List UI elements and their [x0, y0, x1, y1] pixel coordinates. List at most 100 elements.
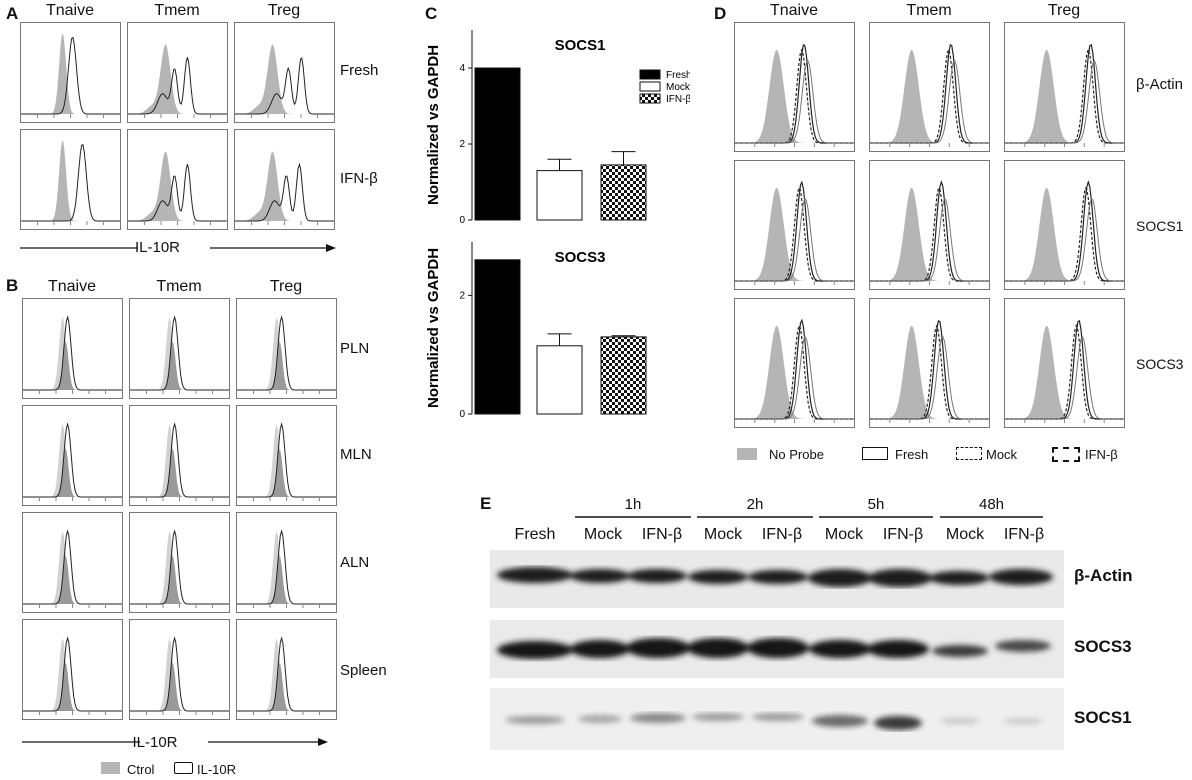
- legend-label: Mock: [666, 82, 690, 93]
- y-tick-label: 0: [459, 409, 465, 420]
- histogram-d-actin-treg: [1004, 22, 1125, 152]
- histogram-plot: [23, 315, 122, 394]
- histogram-curve: [735, 180, 854, 282]
- histogram-curve: [23, 424, 122, 497]
- histogram-curve: [870, 59, 989, 144]
- histogram-b-aln-tnaive: [22, 512, 123, 613]
- lane-48h-mock-label: Mock: [945, 526, 985, 543]
- lane-1h-mock-label: Mock: [583, 526, 623, 543]
- panel-b-axis-arrow: [22, 738, 328, 746]
- time-5h-label: 5h: [867, 496, 885, 513]
- histogram-a-fresh-tmem: [127, 22, 228, 123]
- histogram-b-aln-treg: [236, 512, 337, 613]
- histogram-b-pln-tnaive: [22, 298, 123, 399]
- panel-b-col-treg: Treg: [269, 278, 303, 295]
- histogram-curve: [130, 636, 229, 712]
- histogram-a-ifnb-treg: [234, 129, 335, 230]
- histogram-plot: [735, 180, 854, 285]
- legend-fresh-swatch: [862, 447, 888, 460]
- histogram-curve: [870, 319, 989, 420]
- histogram-b-mln-tnaive: [22, 405, 123, 506]
- histogram-plot: [237, 315, 336, 394]
- histogram-a-fresh-treg: [234, 22, 335, 123]
- legend-mock-swatch: [956, 447, 982, 460]
- histogram-plot: [128, 44, 227, 118]
- time-48h-label: 48h: [978, 496, 1005, 513]
- histogram-curve: [235, 162, 334, 222]
- lane-2h-mock-label: Mock: [703, 526, 743, 543]
- panel-a-letter: A: [6, 4, 19, 23]
- histogram-d-socs3-tmem: [869, 298, 990, 428]
- panel-a-row-ifnb: IFN-β: [340, 170, 378, 187]
- histogram-d-socs1-tmem: [869, 160, 990, 290]
- histogram-b-spleen-tnaive: [22, 619, 123, 720]
- bar-1: [536, 345, 583, 415]
- histogram-curve: [130, 529, 229, 605]
- legend-mock-label: Mock: [986, 447, 1018, 462]
- histogram-curve: [235, 44, 334, 114]
- histogram-curve: [1005, 180, 1124, 282]
- legend-fresh-label: Fresh: [895, 447, 929, 462]
- lane-1h-ifnb-label: IFN-β: [641, 526, 683, 543]
- panel-b-col-tmem: Tmem: [156, 278, 202, 295]
- histogram-curve: [235, 57, 334, 115]
- histogram-plot: [130, 422, 229, 501]
- legend-swatch: [639, 81, 661, 92]
- legend-ifnb-swatch: [1052, 447, 1080, 462]
- legend-ctrl-label: Ctrol: [127, 762, 155, 777]
- histogram-curve: [128, 164, 227, 222]
- histogram-curve: [735, 197, 854, 282]
- histogram-a-fresh-tnaive: [20, 22, 121, 123]
- panel-d-row-socs1: SOCS1: [1136, 218, 1184, 234]
- histogram-plot: [21, 140, 120, 225]
- blot-socs1-label: SOCS1: [1074, 708, 1132, 727]
- histogram-curve: [23, 529, 122, 605]
- panel-a-row-fresh: Fresh: [340, 62, 379, 79]
- histogram-curve: [870, 187, 989, 282]
- y-axis-label: Normalized vs GAPDH: [425, 45, 442, 205]
- panel-b-row-mln: MLN: [340, 446, 372, 463]
- histogram-plot: [735, 318, 854, 423]
- histogram-curve: [1005, 319, 1124, 420]
- histogram-curve: [735, 324, 854, 420]
- histogram-curve: [130, 317, 229, 390]
- histogram-curve: [130, 315, 229, 391]
- blot-actin: [490, 550, 1064, 608]
- histogram-curve: [237, 638, 336, 711]
- lane-2h-ifnb-label: IFN-β: [761, 526, 803, 543]
- histogram-curve: [735, 318, 854, 420]
- histogram-plot: [130, 529, 229, 608]
- histogram-curve: [128, 151, 227, 221]
- panel-b-axis-label: IL-10R: [132, 734, 178, 751]
- lane-5h-ifnb-label: IFN-β: [882, 526, 924, 543]
- panel-d-col-tnaive: Tnaive: [769, 2, 819, 19]
- histogram-plot: [237, 636, 336, 715]
- histogram-curve: [130, 638, 229, 711]
- histogram-plot: [130, 636, 229, 715]
- socs3-bar-chart: 0 2 Normalized vs GAPDH SOCS3: [425, 242, 647, 420]
- legend-il10r-label: IL-10R: [197, 762, 237, 777]
- histogram-curve: [237, 315, 336, 391]
- histogram-curve: [237, 422, 336, 498]
- histogram-curve: [1005, 335, 1124, 420]
- histogram-curve: [1005, 323, 1124, 420]
- histogram-plot: [1005, 180, 1124, 285]
- panel-d-letter: D: [714, 4, 727, 23]
- histogram-curve: [21, 140, 120, 221]
- legend-ctrl-swatch: [101, 762, 120, 774]
- legend-label: IFN-β: [666, 94, 690, 105]
- legend-ifnb-label: IFN-β: [1085, 447, 1118, 462]
- bar-2: [600, 164, 647, 221]
- histogram-b-pln-treg: [236, 298, 337, 399]
- y-tick-label: 0: [459, 215, 465, 226]
- lane-5h-mock-label: Mock: [824, 526, 864, 543]
- chart-title: SOCS1: [555, 37, 606, 54]
- histogram-curve: [130, 422, 229, 498]
- histogram-curve: [870, 48, 989, 144]
- histogram-curve: [237, 317, 336, 390]
- chart-title: SOCS3: [555, 249, 606, 266]
- histogram-curve: [735, 186, 854, 282]
- histogram-curve: [735, 325, 854, 419]
- legend-il10r-swatch: [174, 762, 193, 774]
- lane-fresh-label: Fresh: [514, 526, 556, 543]
